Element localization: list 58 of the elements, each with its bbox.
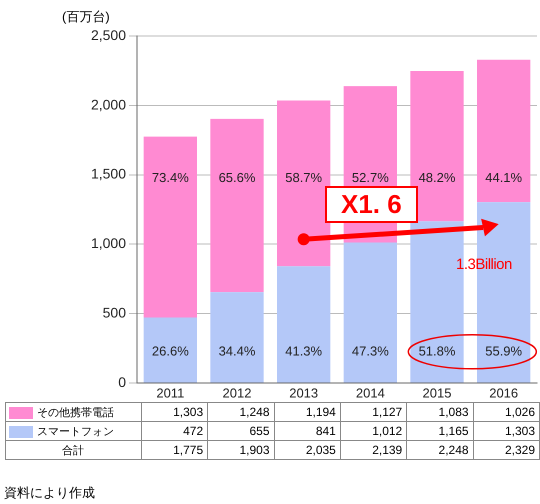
annotation: 73.4% (152, 170, 190, 185)
x-tick-label: 2014 (356, 385, 385, 400)
x-tick-label: 2016 (489, 385, 518, 400)
data-label: 472 (141, 422, 208, 440)
text: 2,248 (406, 440, 474, 460)
annotation: 41.3% (285, 343, 323, 358)
annotation: 51.8% (418, 343, 456, 358)
y-tick-label: 500 (102, 304, 126, 320)
y-tick-label: 1,000 (90, 235, 126, 252)
legend-label: その他携帯電話 (6, 402, 142, 422)
data-label: 1,127 (340, 402, 407, 422)
bar (144, 136, 197, 318)
y-tick-label: 2,000 (90, 96, 126, 112)
bar (210, 292, 264, 382)
y-tick-label: 0 (118, 374, 126, 390)
data-label: 655 (208, 422, 274, 440)
data-label: 1,012 (340, 422, 407, 440)
annotation: 47.3% (352, 343, 390, 358)
bar (344, 242, 397, 382)
text: 1,775 (141, 440, 208, 460)
data-label: 1,248 (208, 402, 274, 422)
annotation: 26.6% (152, 343, 190, 358)
y-tick-label: 1,500 (90, 166, 126, 182)
bar (277, 100, 330, 266)
data-label: 1,303 (141, 402, 208, 422)
bar (277, 266, 330, 382)
data-label: 841 (274, 422, 340, 440)
bar (210, 118, 264, 292)
x-tick-label: 2015 (422, 385, 452, 400)
text: 合計 (6, 440, 142, 460)
x-tick-label: 2011 (156, 385, 184, 400)
annotation: 48.2% (418, 170, 456, 185)
annotation: 1.3Billion (456, 256, 512, 273)
text: 資料により作成 (4, 484, 95, 502)
bar (410, 70, 464, 222)
text: 2,035 (274, 440, 340, 460)
text: 2,139 (340, 440, 407, 460)
annotation: 65.6% (218, 170, 256, 185)
data-label: 1,165 (406, 422, 474, 440)
annotation: X1. 6 (325, 186, 418, 223)
annotation: 52.7% (352, 170, 390, 185)
annotation: 34.4% (218, 343, 256, 358)
data-label: 1,194 (274, 402, 340, 422)
annotation: 44.1% (485, 170, 523, 185)
bar (144, 317, 197, 382)
text: 2,329 (473, 440, 540, 460)
x-tick-label: 2012 (222, 385, 252, 400)
legend-label: スマートフォン (6, 422, 142, 440)
y-tick-label: 2,500 (90, 26, 126, 43)
data-label: 1,083 (406, 402, 474, 422)
data-label: 1,303 (473, 422, 540, 440)
y-axis-title: (百万台) (62, 8, 110, 26)
bar (477, 60, 530, 202)
text: 1,903 (208, 440, 274, 460)
x-tick-label: 2013 (289, 385, 318, 400)
annotation: 55.9% (485, 343, 523, 358)
annotation: 58.7% (285, 170, 323, 185)
data-label: 1,026 (473, 402, 540, 422)
